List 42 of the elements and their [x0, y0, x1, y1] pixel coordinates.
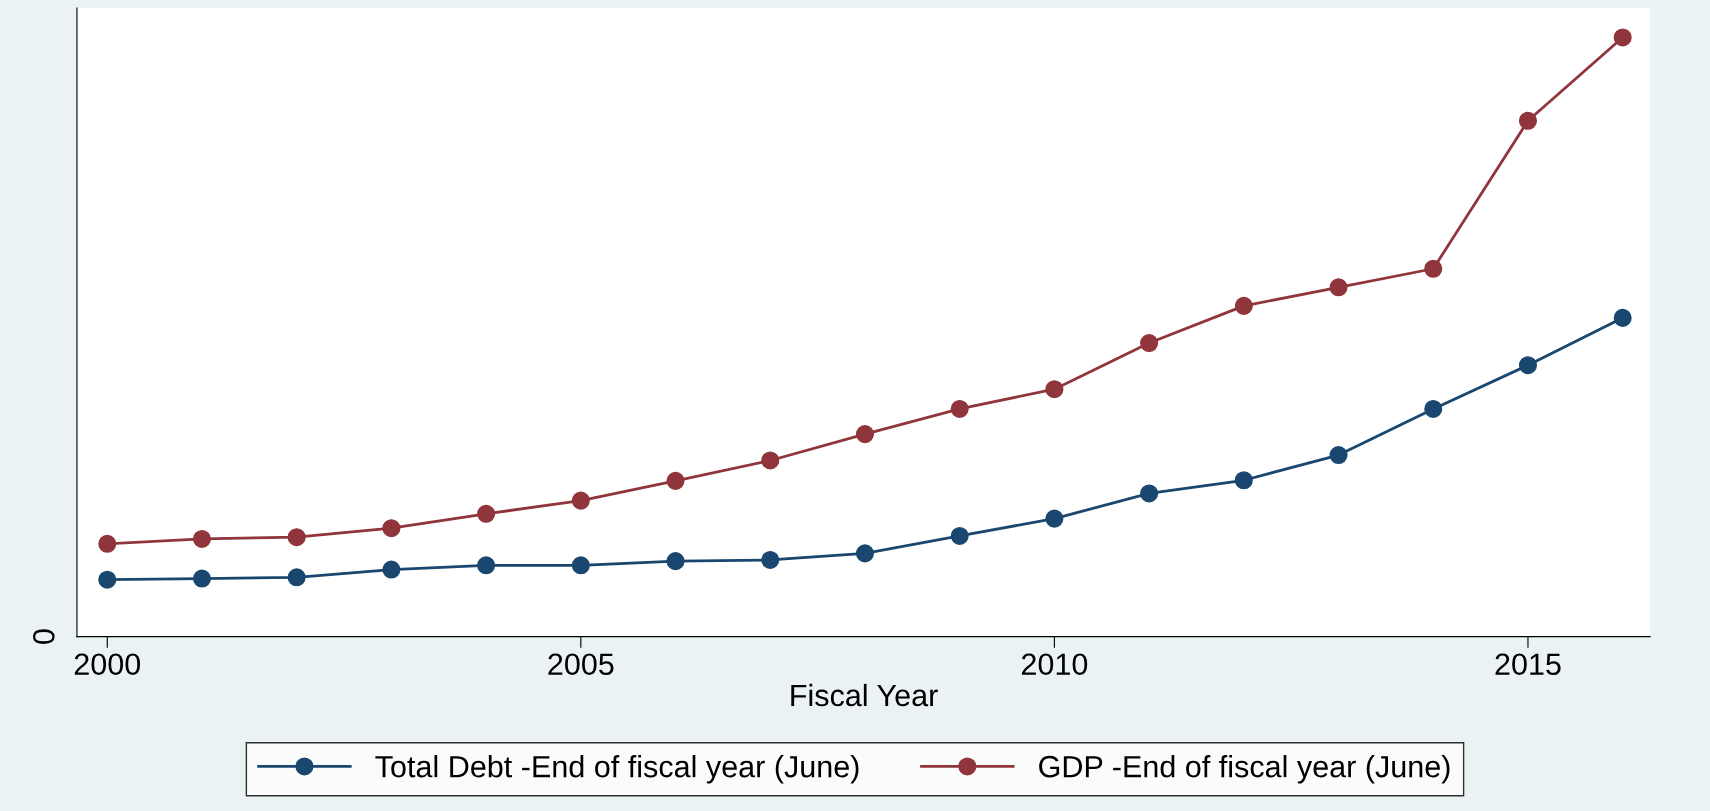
x-tick-label: 2005: [548, 653, 614, 676]
x-tick-label: 2010: [1021, 653, 1088, 676]
point: [98, 534, 117, 553]
point: [192, 529, 212, 548]
point: [477, 504, 496, 523]
point: [98, 570, 117, 589]
point: [761, 451, 780, 470]
point: [1045, 380, 1064, 399]
legend-label: Total Debt -End of fiscal year (June): [375, 755, 859, 784]
point: [1140, 484, 1159, 503]
point: [666, 471, 685, 490]
point: [382, 560, 401, 579]
point: [1518, 111, 1538, 130]
point: [1234, 296, 1253, 315]
point: [1140, 334, 1159, 353]
point: [287, 528, 306, 547]
point: [1424, 399, 1443, 418]
point: [571, 491, 590, 510]
point: [950, 526, 969, 546]
point: [382, 519, 401, 538]
point: [950, 399, 969, 418]
point: [666, 552, 685, 571]
point: [571, 556, 590, 575]
point: [1045, 509, 1064, 528]
point: [477, 556, 496, 575]
point: [855, 544, 874, 563]
point: [1424, 259, 1443, 278]
point: [1234, 471, 1253, 490]
point: [192, 569, 212, 588]
text: 0: [32, 629, 55, 644]
point: [1518, 356, 1538, 375]
point: [287, 568, 306, 587]
x-tick-label: 2015: [1495, 653, 1561, 676]
point: [1329, 446, 1348, 465]
x-axis-title: Fiscal Year: [791, 683, 938, 707]
point: [855, 425, 874, 444]
point: [1613, 308, 1632, 327]
x-tick-label: 2000: [74, 653, 141, 676]
point: [761, 550, 780, 569]
legend-label: GDP -End of fiscal year (June): [1039, 755, 1450, 784]
point: [1329, 278, 1348, 297]
point: [1613, 28, 1632, 47]
